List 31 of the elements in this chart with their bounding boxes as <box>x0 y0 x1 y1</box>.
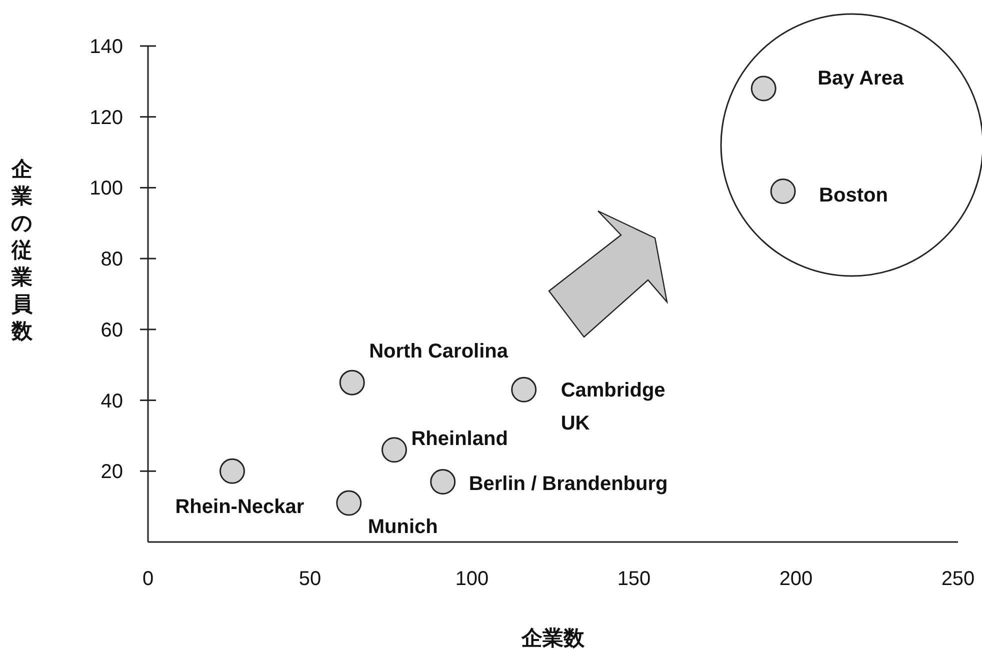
y-tick-label: 100 <box>90 178 123 200</box>
y-tick-label: 120 <box>90 106 123 129</box>
y-tick-label: 140 <box>90 36 123 58</box>
annotation: Rheinland <box>411 428 508 450</box>
x-tick-label: 100 <box>455 568 489 590</box>
point <box>381 437 407 463</box>
annotation: Rhein-Neckar <box>175 496 304 518</box>
point <box>430 469 456 495</box>
x-tick-label: 200 <box>779 568 813 590</box>
point <box>750 76 776 102</box>
y-axis-title: 企業の従業員数 <box>10 158 34 343</box>
y-tick-label: 20 <box>100 461 123 484</box>
point <box>336 490 362 516</box>
annotation: Boston <box>819 184 888 206</box>
x-tick-label: 50 <box>298 568 322 590</box>
annotation: North Carolina <box>369 340 509 363</box>
x-axis-title: 企業数 <box>520 627 586 650</box>
point <box>339 370 365 396</box>
x-tick-label: 0 <box>142 568 154 590</box>
x-tick-label: 150 <box>617 568 651 590</box>
annotation: Bay Area <box>818 68 904 90</box>
point <box>219 458 245 484</box>
y-tick-label: 80 <box>100 248 123 271</box>
annotation: Cambridge UK <box>560 380 666 435</box>
y-tick-label: 40 <box>100 390 123 412</box>
y-tick-label: 60 <box>100 319 123 342</box>
annotation: Munich <box>368 516 438 538</box>
annotation: Berlin / Brandenburg <box>468 472 668 495</box>
point <box>770 178 796 204</box>
point <box>511 376 537 402</box>
x-tick-label: 250 <box>941 568 975 590</box>
